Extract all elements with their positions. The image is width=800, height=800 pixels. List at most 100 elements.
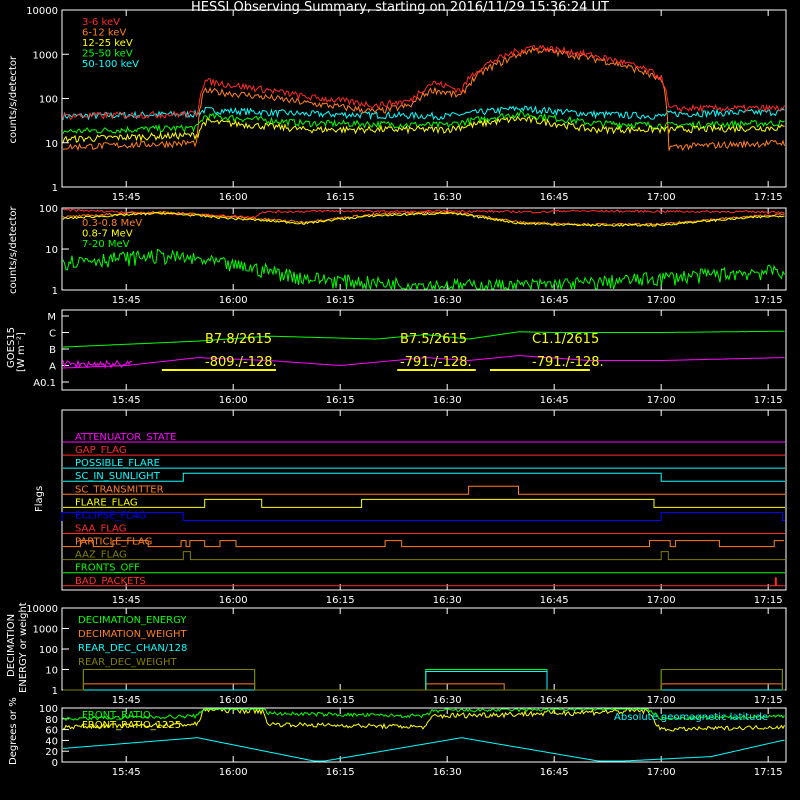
- panel-frame: [61, 707, 787, 763]
- decimation-energy-trace: [63, 669, 785, 691]
- x-tick-label: 16:30: [433, 295, 462, 306]
- y-tick-label: 1: [52, 286, 58, 297]
- y-tick-label: M: [47, 312, 56, 323]
- x-tick-label: 16:45: [540, 295, 569, 306]
- flag-label: FRONTS_OFF: [75, 563, 140, 574]
- legend-entry: 25-50 keV: [82, 49, 133, 60]
- x-tick-label: 17:15: [754, 395, 783, 406]
- legend-entry: 50-100 keV: [82, 59, 139, 70]
- flag-label: POSSIBLE_FLARE: [75, 458, 160, 469]
- flag-trace: [61, 511, 785, 521]
- x-tick-label: 16:15: [326, 767, 355, 778]
- y-tick-label: 1000: [33, 50, 58, 61]
- legend-entry: 6-12 keV: [82, 28, 126, 39]
- goes-annotation: C1.1/2615: [532, 332, 599, 347]
- y-axis-label: DECIMATION: [6, 614, 17, 677]
- x-tick-label: 16:00: [219, 295, 248, 306]
- series-line: [62, 210, 785, 227]
- legend-entry: REAR_DEC_CHAN/128: [78, 643, 187, 654]
- x-tick-label: 16:30: [433, 395, 462, 406]
- y-tick-label: A: [49, 362, 56, 373]
- y-tick-label: 1: [52, 183, 58, 194]
- x-tick-label: 16:00: [219, 695, 248, 706]
- x-tick-label: 17:00: [647, 295, 676, 306]
- y-tick-label: 10: [45, 139, 58, 150]
- flag-label: SC_IN_SUNLIGHT: [75, 471, 161, 482]
- x-tick-label: 16:15: [326, 595, 355, 606]
- y-tick-label: 10: [45, 666, 58, 677]
- panel-frame: [61, 409, 787, 591]
- goes-annotation: B7.5/2615: [400, 332, 467, 347]
- goes-low-noise: [62, 359, 133, 370]
- x-tick-label: 15:45: [112, 192, 141, 203]
- y-axis-label-2: ENERGY or weight: [18, 602, 29, 693]
- annotation-geomagnetic-latitude: Absolute geomagnetic latitude: [614, 712, 768, 723]
- y-tick-label: 100: [39, 645, 58, 656]
- x-tick-label: 16:45: [540, 395, 569, 406]
- x-tick-label: 15:45: [112, 595, 141, 606]
- legend-entry: 0.8-7 MeV: [82, 229, 133, 240]
- y-tick-label: C: [49, 329, 56, 340]
- y-tick-label: 100: [39, 95, 58, 106]
- y-tick-label: 60: [45, 726, 58, 737]
- x-tick-label: 17:15: [754, 595, 783, 606]
- legend-entry: 12-25 keV: [82, 38, 133, 49]
- y-tick-label: 1: [52, 686, 58, 697]
- flag-label: FLARE_FLAG: [75, 497, 138, 508]
- x-tick-label: 16:30: [433, 595, 462, 606]
- flag-label: SC_TRANSMITTER: [75, 484, 164, 495]
- goes-line: [62, 330, 785, 348]
- x-tick-label: 16:00: [219, 595, 248, 606]
- panel-frame: [61, 309, 787, 391]
- legend-entry: FRONT_RATIO_1225: [82, 720, 181, 731]
- x-tick-label: 16:30: [433, 192, 462, 203]
- x-tick-label: 17:15: [754, 767, 783, 778]
- y-tick-label: 20: [45, 747, 58, 758]
- flag-label: AAZ_FLAG: [75, 550, 127, 561]
- y-axis-label: GOES15: [6, 327, 17, 368]
- x-tick-label: 16:45: [540, 595, 569, 606]
- page-title: HESSI Observing Summary, starting on 201…: [191, 0, 609, 15]
- flag-label: BAD_PACKETS: [75, 576, 146, 587]
- flag-label: GAP_FLAG: [75, 445, 127, 456]
- x-tick-label: 16:45: [540, 192, 569, 203]
- series-line: [62, 46, 785, 151]
- x-tick-label: 16:00: [219, 767, 248, 778]
- series-line: [62, 211, 785, 228]
- x-tick-label: 16:30: [433, 767, 462, 778]
- legend-entry: DECIMATION_WEIGHT: [78, 629, 187, 640]
- series-line: [62, 208, 785, 219]
- rear-dec-chan-trace: [63, 670, 785, 691]
- x-tick-label: 17:00: [647, 767, 676, 778]
- legend-entry: DECIMATION_ENERGY: [78, 615, 187, 626]
- y-axis-label-units: [W m⁻²]: [16, 332, 27, 372]
- y-tick-label: 80: [45, 715, 58, 726]
- flag-label: SAA_FLAG: [75, 524, 126, 535]
- y-tick-label: 10: [45, 245, 58, 256]
- series-line: [62, 115, 785, 143]
- y-tick-label: 1000: [33, 625, 58, 636]
- legend-entry: 0.3-0.8 MeV: [82, 218, 142, 229]
- series-line: [62, 708, 785, 722]
- x-tick-label: 16:15: [326, 192, 355, 203]
- panel-frame: [61, 9, 787, 188]
- y-tick-label: B: [49, 345, 56, 356]
- x-tick-label: 17:00: [647, 395, 676, 406]
- geomagnetic-latitude-line: [62, 737, 785, 762]
- x-tick-label: 15:45: [112, 695, 141, 706]
- y-axis-label: Degrees or %: [8, 697, 19, 765]
- x-tick-label: 16:15: [326, 695, 355, 706]
- flag-label: PARTICLE_FLAG: [75, 537, 152, 548]
- x-tick-label: 16:15: [326, 295, 355, 306]
- x-tick-label: 16:45: [540, 767, 569, 778]
- series-line: [62, 248, 785, 291]
- decimation-weight-trace: [63, 683, 785, 691]
- y-tick-label: 10000: [26, 6, 58, 17]
- legend-entry: REAR_DEC_WEIGHT: [78, 657, 177, 668]
- goes-annotation: B7.8/2615: [205, 332, 272, 347]
- x-tick-label: 15:45: [112, 767, 141, 778]
- x-tick-label: 17:15: [754, 295, 783, 306]
- goes-annotation: -791./-128.: [400, 355, 472, 370]
- legend-entry: 3-6 keV: [82, 17, 120, 28]
